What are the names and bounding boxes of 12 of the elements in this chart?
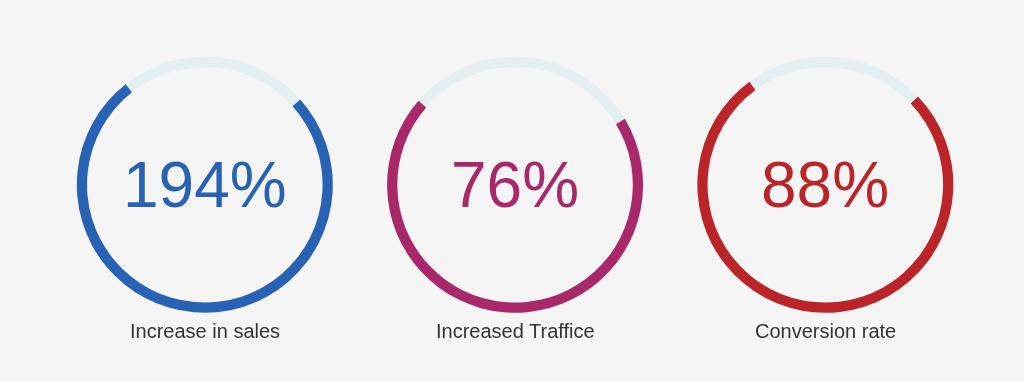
text: 88% — [761, 149, 890, 221]
donut-slice — [749, 56, 919, 104]
text: 194% — [123, 149, 287, 221]
text: Increase in sales — [130, 320, 281, 342]
donut-slice — [387, 100, 644, 313]
text: Conversion rate — [755, 320, 897, 342]
text: Increased Traffice — [436, 320, 595, 342]
donut-slice — [76, 84, 333, 313]
text: 76% — [451, 149, 580, 221]
donut-slice — [418, 56, 625, 125]
donut-slice — [125, 56, 301, 107]
donut-slice — [697, 81, 954, 313]
